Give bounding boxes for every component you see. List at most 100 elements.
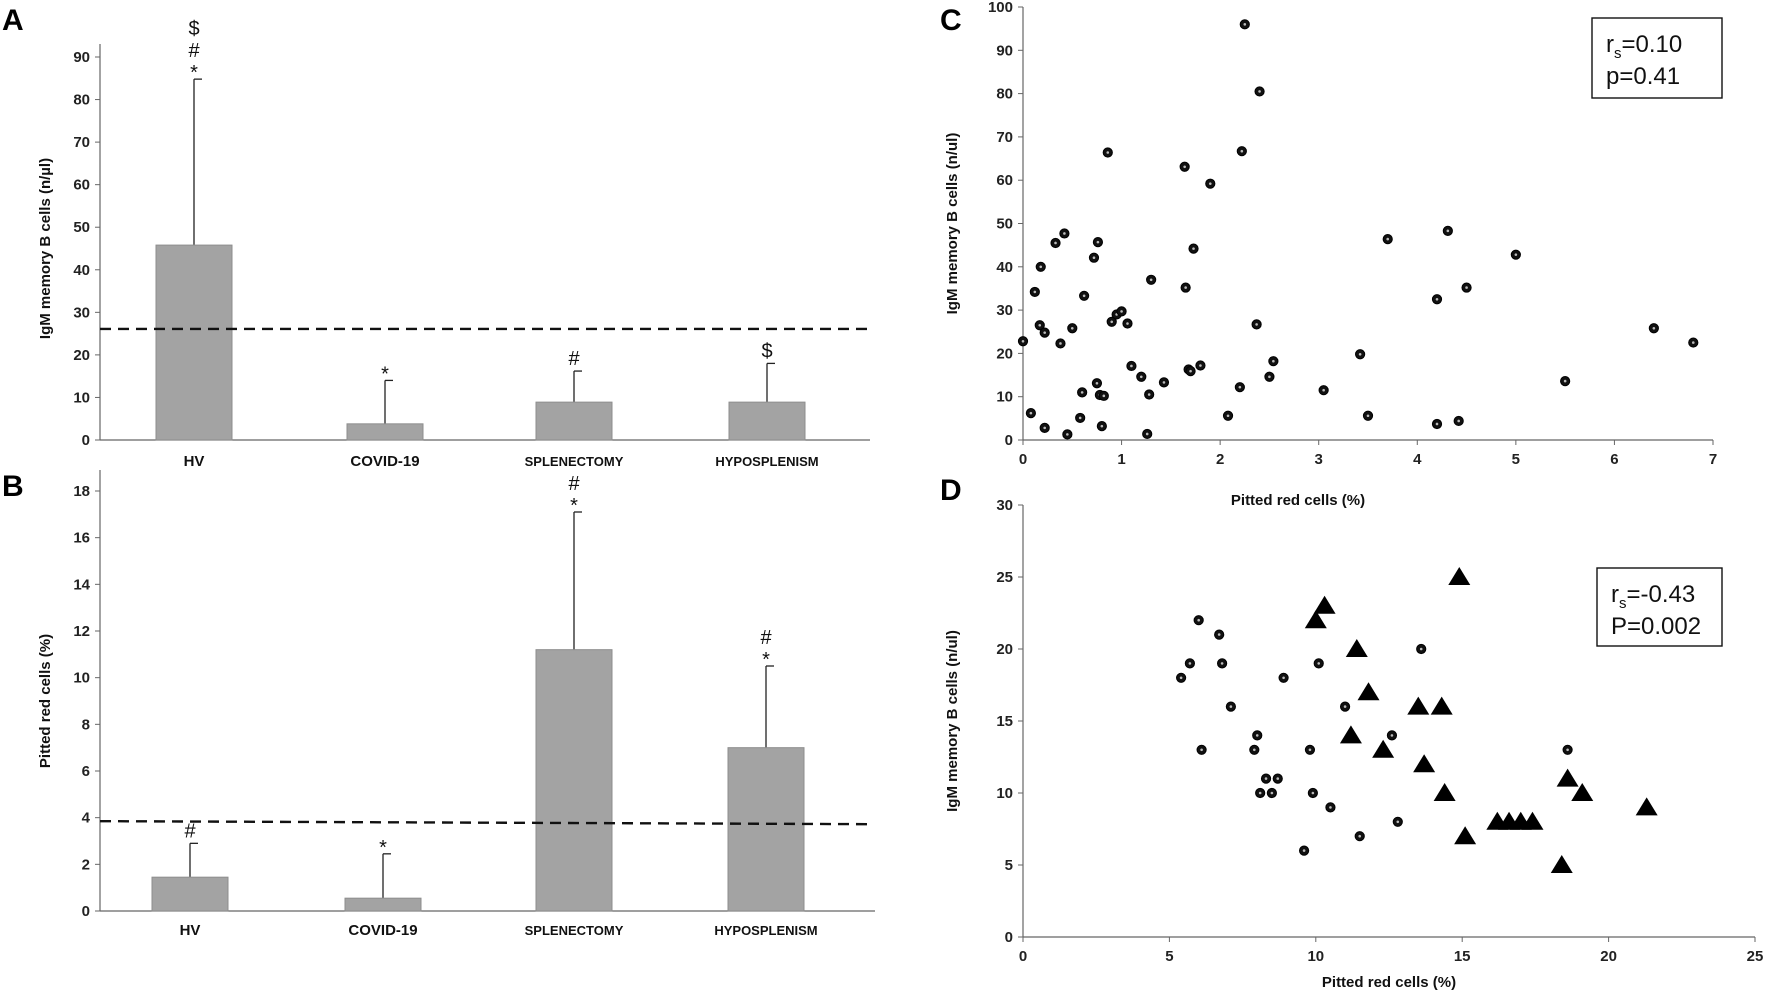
data-point-center [1358,834,1362,838]
bar-covid-19 [344,897,422,912]
data-point-center [1276,777,1280,780]
data-point-center [1162,381,1166,384]
significance-marker: # [188,40,200,62]
data-point-center [1100,424,1104,428]
data-point-center [1282,676,1285,680]
x-tick-label: 2 [1216,451,1224,468]
x-tick-label: 0 [1019,948,1027,965]
data-point-center [1200,748,1203,752]
data-point-center [1130,364,1133,368]
x-tick-label: 0 [1019,451,1027,468]
y-tick-label: 6 [82,763,90,780]
category-label: SPLENECTOMY [525,454,624,469]
data-point-center [1311,791,1315,795]
data-point-center [1183,165,1186,169]
y-tick-label: 8 [82,716,90,733]
bar-hv [151,876,229,912]
data-point-triangle [1550,855,1573,873]
y-tick-label: 30 [73,304,90,321]
data-point-center [1390,734,1394,737]
data-point-center [1229,705,1233,708]
data-point-center [1396,820,1400,824]
y-tick-label: 20 [996,641,1013,658]
data-point-center [1366,414,1370,418]
stat-box [1596,567,1723,647]
data-point-center [1139,375,1143,379]
y-tick-label: 10 [996,785,1013,802]
data-point-center [1059,342,1062,345]
y-tick-label: 80 [73,92,90,109]
y-axis-title: IgM memory B cells (n/ul) [944,133,961,315]
y-tick-label: 40 [73,262,90,279]
data-point-center [1039,265,1043,269]
bar-covid-19 [346,423,424,441]
data-point-center [1120,310,1123,313]
panel-letter: A [2,4,24,37]
data-point-center [1179,676,1183,680]
bar-hv [155,244,233,441]
y-tick-label: 18 [73,483,90,500]
data-point-center [1566,748,1569,752]
data-point-center [1255,734,1259,737]
data-point-center [1317,662,1321,665]
data-point-triangle [1339,725,1362,744]
data-point-triangle [1430,696,1453,715]
data-point-center [1457,419,1460,423]
data-point-triangle [1521,811,1544,830]
y-tick-label: 10 [996,389,1013,406]
data-point-center [1106,151,1110,154]
data-point-center [1096,240,1100,244]
x-tick-label: 3 [1315,451,1323,468]
category-label: COVID-19 [348,922,417,939]
data-point-center [1446,229,1450,233]
bar-splenectomy [535,649,613,912]
data-point-center [1192,247,1195,250]
correlation-text: rs=-0.43 [1611,581,1695,612]
bar-splenectomy [535,401,613,441]
data-point-center [1358,352,1362,356]
data-point-triangle [1571,783,1594,801]
data-point-triangle [1556,768,1579,787]
y-tick-label: 20 [73,347,90,364]
significance-marker: * [570,495,578,517]
data-point-triangle [1635,797,1658,816]
panel-d: D 0 5 10 15 20 25 30 0 5 10 15 20 25 Pitted red cells … [940,474,1763,991]
y-tick-label: 80 [996,86,1013,103]
data-point-center [1258,791,1262,795]
bar-hyposplenism [727,747,805,912]
panel-letter: D [940,474,962,507]
data-point-center [1272,359,1275,363]
x-axis-title: Pitted red cells (%) [1231,492,1365,509]
data-point-triangle [1357,682,1380,701]
data-point-center [1063,232,1066,235]
data-point-center [1240,149,1244,153]
data-point-center [1092,256,1096,260]
x-tick-label: 6 [1610,451,1618,468]
y-tick-label: 0 [1005,432,1013,449]
y-tick-label: 70 [73,134,90,151]
significance-marker: * [379,837,387,859]
correlation-text: rs=0.10 [1606,31,1682,62]
bar-hyposplenism [728,401,806,441]
data-point-center [1110,320,1114,324]
data-point-center [1264,777,1268,780]
significance-marker: # [568,348,580,370]
data-point-center [1465,286,1468,289]
data-point-center [1258,90,1261,93]
data-point-center [1226,414,1230,418]
y-tick-label: 10 [73,670,90,687]
data-point-center [1199,364,1202,367]
data-point-center [1435,297,1439,301]
category-label: HV [180,922,201,939]
data-point-center [1066,433,1069,436]
y-tick-label: 2 [82,856,90,873]
data-point-center [1078,416,1082,420]
x-tick-label: 4 [1413,451,1422,468]
x-tick-label: 5 [1512,451,1520,468]
category-label: SPLENECTOMY [525,923,624,938]
y-tick-label: 5 [1005,857,1013,874]
y-axis-title: IgM memory B cells (n/µl) [37,158,54,339]
panel-letter: C [940,4,962,37]
y-tick-label: 30 [996,302,1013,319]
x-tick-label: 1 [1117,451,1125,468]
